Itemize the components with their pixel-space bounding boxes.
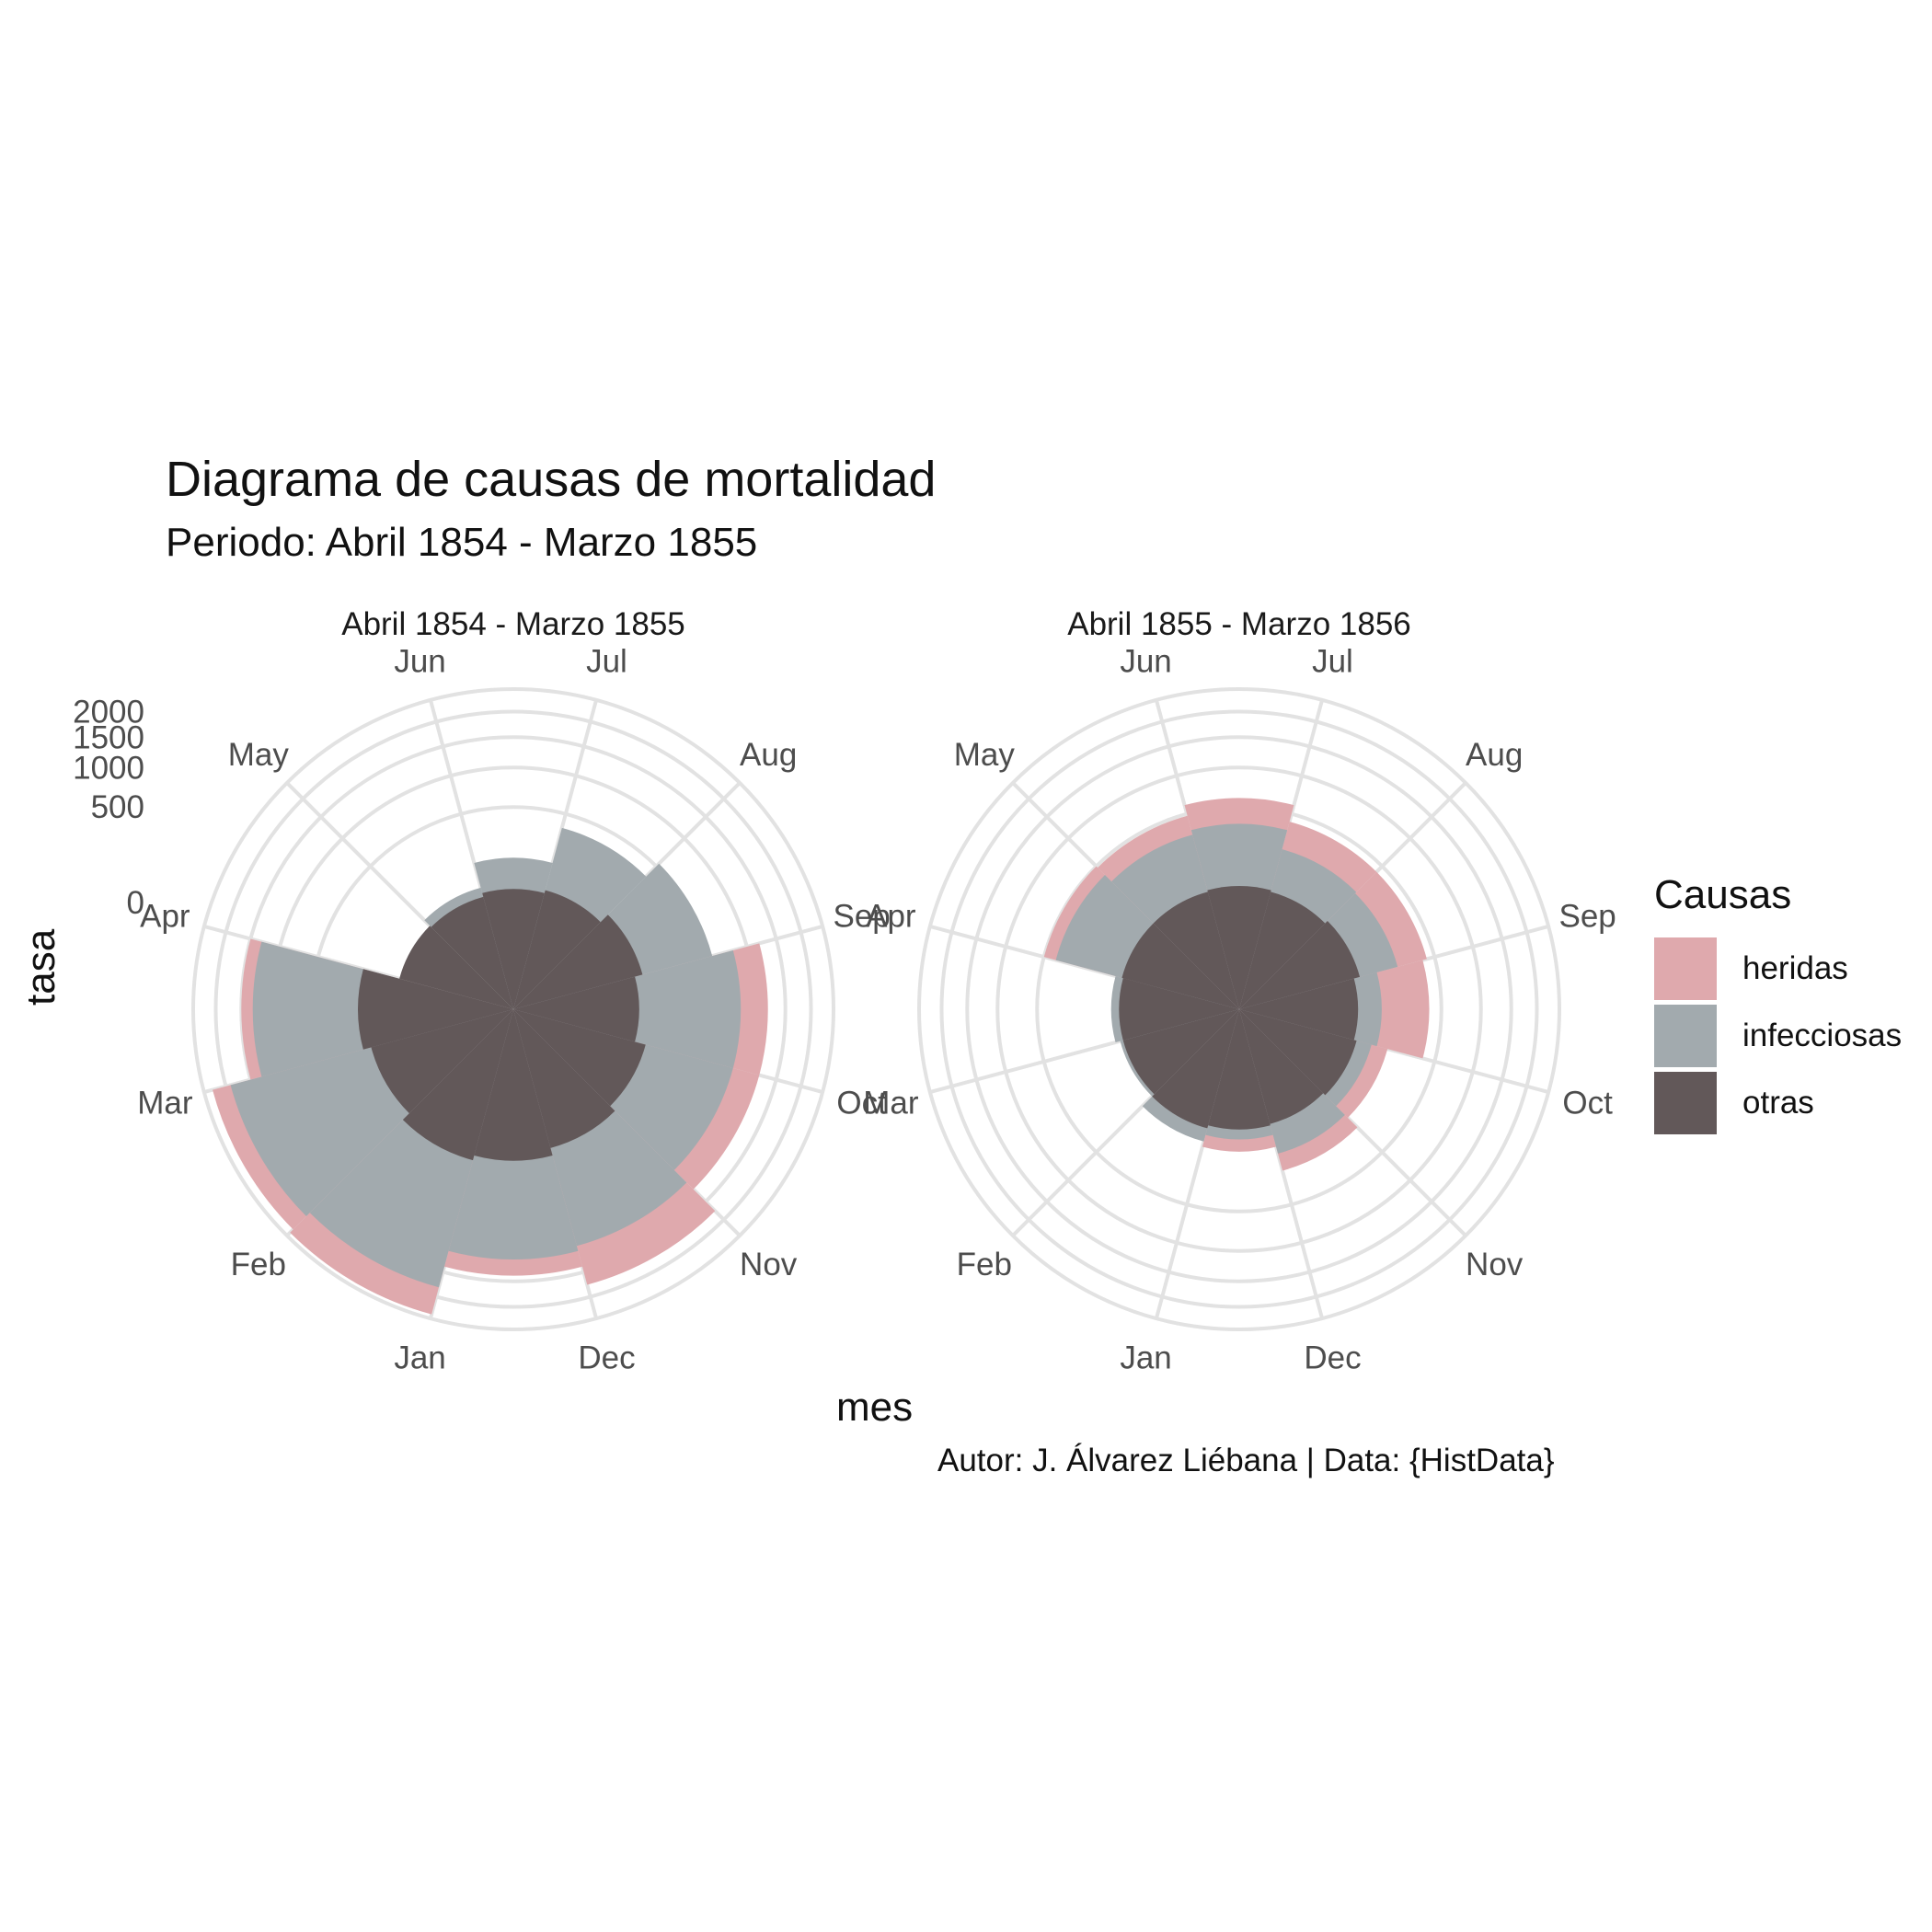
wedge-otras-jun xyxy=(1207,886,1271,1009)
month-label-may: May xyxy=(228,737,290,773)
wedge-otras-may xyxy=(431,896,513,1009)
r-tick-label: 0 xyxy=(127,885,144,921)
legend-item-heridas: heridas xyxy=(1654,935,1902,1002)
month-label-oct: Oct xyxy=(836,1085,887,1121)
grid-circle xyxy=(917,687,1561,1331)
wedge-otras-feb xyxy=(1122,1009,1239,1095)
wedge-otras-nov xyxy=(1239,1009,1324,1124)
legend-item-otras: otras xyxy=(1654,1069,1902,1136)
legend-key-otras xyxy=(1654,1071,1717,1134)
r-tick-label: 2000 xyxy=(73,694,144,730)
month-label-apr: Apr xyxy=(140,899,190,935)
grid-circle xyxy=(213,709,813,1309)
wedge-otras-jan xyxy=(402,1009,513,1161)
month-label-mar: Mar xyxy=(863,1085,919,1121)
grid-circle xyxy=(939,709,1539,1309)
y-axis-label: tasa xyxy=(18,928,63,1006)
r-tick-label: 500 xyxy=(91,789,144,825)
month-label-dec: Dec xyxy=(1304,1340,1361,1376)
legend-title: Causas xyxy=(1654,872,1792,917)
month-label-may: May xyxy=(954,737,1016,773)
grid-circle xyxy=(191,687,835,1331)
panel-1: Apr May Jun Jul Aug Sep Oct Nov Dec Jan Feb Mar Abri… xyxy=(73,606,891,1376)
wedge-otras-dec xyxy=(1208,1009,1271,1130)
wedge-otras-apr xyxy=(1121,923,1239,1009)
legend-key-heridas xyxy=(1654,937,1717,1000)
grid-circle xyxy=(239,735,788,1283)
month-label-sep: Sep xyxy=(1559,899,1616,935)
grid-circle xyxy=(995,765,1483,1253)
wedge-otras-jul xyxy=(513,890,601,1009)
wedge-otras-apr xyxy=(399,926,513,1009)
month-label-aug: Aug xyxy=(740,737,797,773)
wedge-otras-may xyxy=(1153,891,1239,1009)
month-label-sep: Sep xyxy=(834,899,891,935)
month-label-jul: Jul xyxy=(586,643,627,679)
wedge-otras-jul xyxy=(1239,891,1326,1009)
panel-title: Abril 1854 - Marzo 1855 xyxy=(341,606,685,642)
caption: Autor: J. Álvarez Liébana | Data: {HistD… xyxy=(937,1443,1555,1478)
grid-circle xyxy=(965,735,1513,1283)
wedge-otras-jun xyxy=(482,889,545,1009)
wedge-otras-aug xyxy=(1239,921,1361,1009)
panel-title: Abril 1855 - Marzo 1856 xyxy=(1067,606,1411,642)
month-label-nov: Nov xyxy=(740,1247,798,1282)
wedge-otras-feb xyxy=(371,1009,513,1114)
wedge-otras-sep xyxy=(1239,978,1359,1041)
month-label-dec: Dec xyxy=(578,1340,635,1376)
month-label-jan: Jan xyxy=(1120,1340,1171,1376)
chart-title: Diagrama de causas de mortalidad xyxy=(166,452,937,507)
r-tick-label: 1500 xyxy=(73,719,144,755)
month-label-feb: Feb xyxy=(957,1247,1012,1282)
legend-label-infecciosas: infecciosas xyxy=(1742,1017,1903,1053)
wedge-otras-dec xyxy=(474,1009,553,1161)
wedge-otras-sep xyxy=(513,976,639,1042)
wedge-otras-mar xyxy=(1119,978,1239,1041)
month-label-nov: Nov xyxy=(1466,1247,1524,1282)
month-label-mar: Mar xyxy=(137,1085,193,1121)
month-label-jul: Jul xyxy=(1312,643,1353,679)
wedge-otras-jan xyxy=(1152,1009,1239,1129)
legend: Causas heridas infecciosas otras xyxy=(1654,872,1902,1136)
month-label-feb: Feb xyxy=(231,1247,286,1282)
wedge-otras-mar xyxy=(358,969,513,1050)
legend-label-otras: otras xyxy=(1742,1084,1814,1121)
month-label-oct: Oct xyxy=(1562,1085,1613,1121)
month-label-jun: Jun xyxy=(1120,643,1171,679)
legend-key-infecciosas xyxy=(1654,1004,1717,1067)
panel-2: Apr May Jun Jul Aug Sep Oct Nov Dec Jan Feb Mar Abri… xyxy=(863,606,1616,1376)
wedge-otras-oct xyxy=(513,1009,646,1107)
chart-subtitle: Periodo: Abril 1854 - Marzo 1855 xyxy=(166,520,758,565)
legend-item-infecciosas: infecciosas xyxy=(1654,1002,1902,1069)
legend-label-heridas: heridas xyxy=(1742,949,1848,986)
x-axis-label: mes xyxy=(836,1385,914,1430)
month-label-apr: Apr xyxy=(866,899,916,935)
month-label-aug: Aug xyxy=(1466,737,1523,773)
r-tick-label: 1000 xyxy=(73,750,144,786)
month-label-jan: Jan xyxy=(394,1340,445,1376)
wedge-otras-aug xyxy=(513,914,643,1009)
wedge-otras-oct xyxy=(1239,1009,1357,1096)
wedge-otras-nov xyxy=(513,1009,615,1148)
month-label-jun: Jun xyxy=(394,643,445,679)
